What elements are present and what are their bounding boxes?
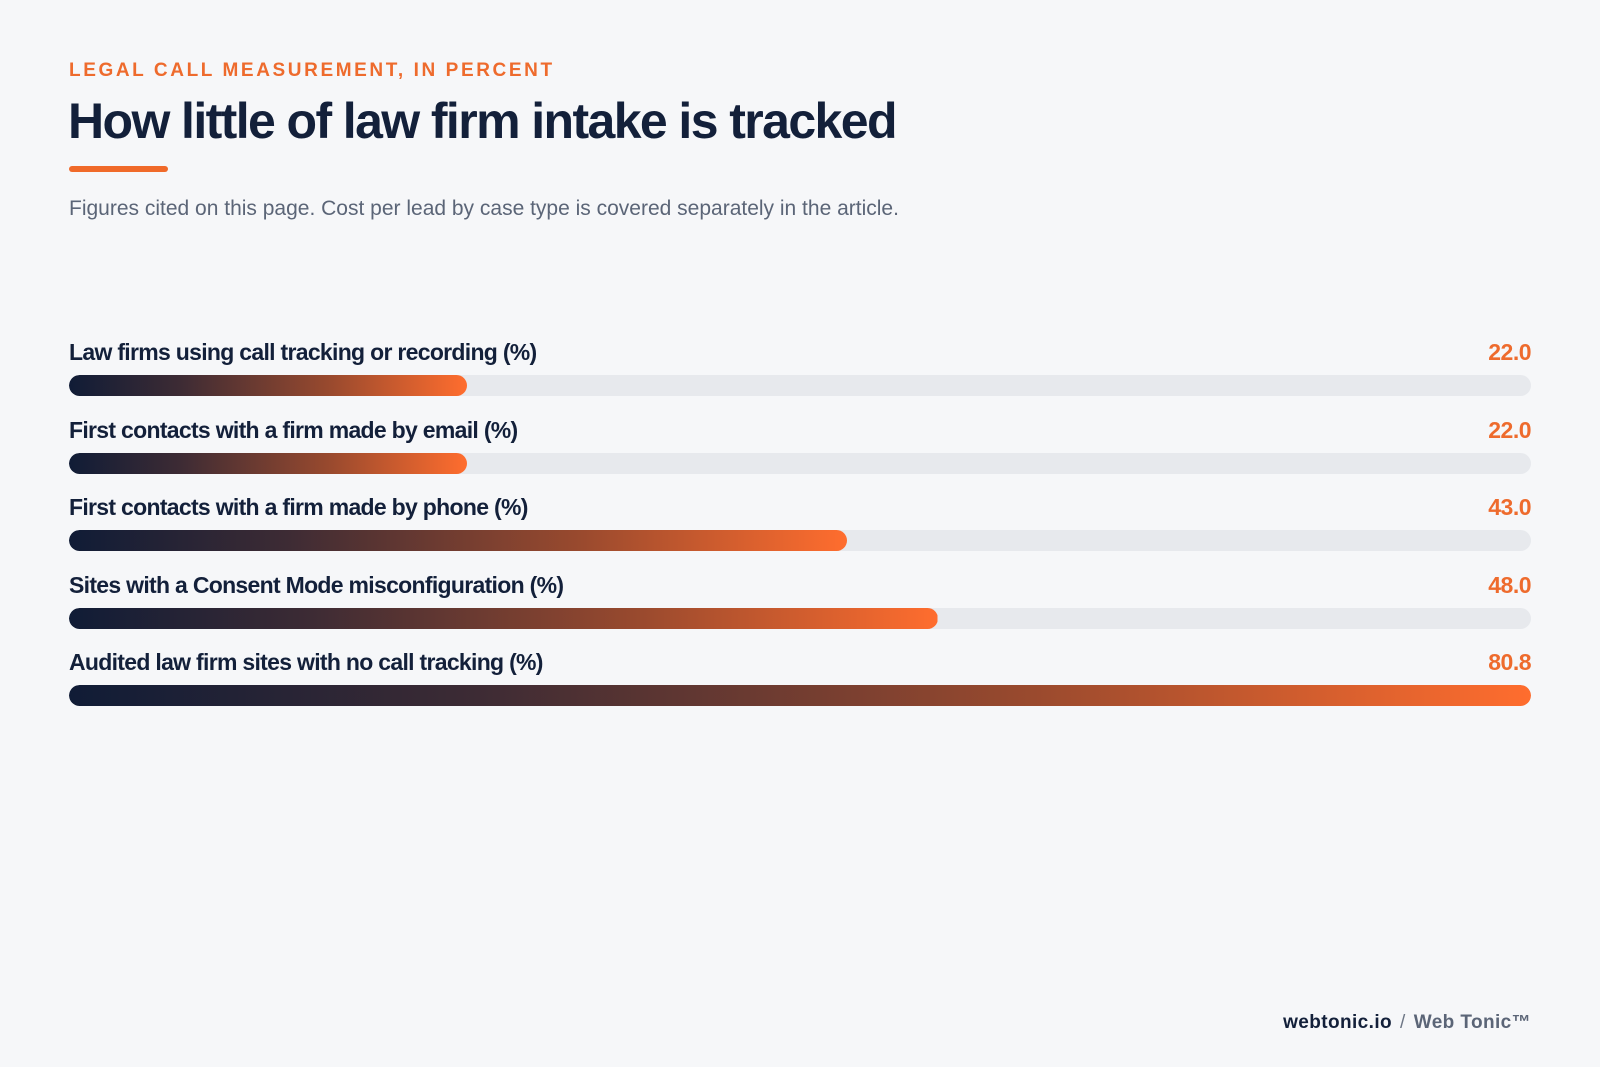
bar-row: Law firms using call tracking or recordi… — [69, 335, 1531, 413]
bar-chart: Law firms using call tracking or recordi… — [69, 335, 1531, 723]
bar-track — [69, 530, 1531, 551]
bar-track — [69, 607, 1531, 629]
bar-track — [69, 375, 1531, 396]
bar-label: Audited law firm sites with no call trac… — [69, 649, 543, 675]
bar-label: Law firms using call tracking or recordi… — [69, 339, 537, 365]
bar-row: First contacts with a firm made by phone… — [69, 490, 1531, 568]
bar-value-label: 48.0 — [1488, 571, 1531, 598]
bar — [69, 685, 1531, 706]
bar — [69, 530, 848, 551]
bar — [69, 452, 468, 474]
footer-credit: webtonic.io / Web Tonic™ — [1283, 1012, 1531, 1034]
bar-value-label: 22.0 — [1488, 416, 1531, 443]
bar-label: Sites with a Consent Mode misconfigurati… — [69, 571, 564, 598]
chart-kicker: LEGAL CALL MEASUREMENT, IN PERCENT — [69, 60, 555, 81]
chart-title: How little of law firm intake is tracked — [68, 93, 898, 149]
footer-separator: / — [1400, 1012, 1406, 1033]
bar-row: First contacts with a firm made by email… — [69, 413, 1531, 491]
bar-row: Sites with a Consent Mode misconfigurati… — [69, 568, 1531, 646]
bar-track — [69, 452, 1531, 474]
bar — [69, 607, 938, 629]
footer-brand: Web Tonic™ — [1413, 1012, 1531, 1033]
title-accent-rule — [69, 166, 168, 172]
bar-value-label: 22.0 — [1488, 339, 1531, 365]
chart-subtitle: Figures cited on this page. Cost per lea… — [69, 197, 899, 220]
bar-label: First contacts with a firm made by email… — [69, 416, 518, 443]
bar — [69, 375, 468, 396]
bar-value-label: 43.0 — [1488, 494, 1531, 520]
bar-value-label: 80.8 — [1488, 649, 1531, 675]
bar-label: First contacts with a firm made by phone… — [69, 494, 528, 520]
footer-domain: webtonic.io — [1283, 1012, 1393, 1033]
bar-row: Audited law firm sites with no call trac… — [69, 645, 1531, 723]
bar-track — [69, 685, 1531, 706]
